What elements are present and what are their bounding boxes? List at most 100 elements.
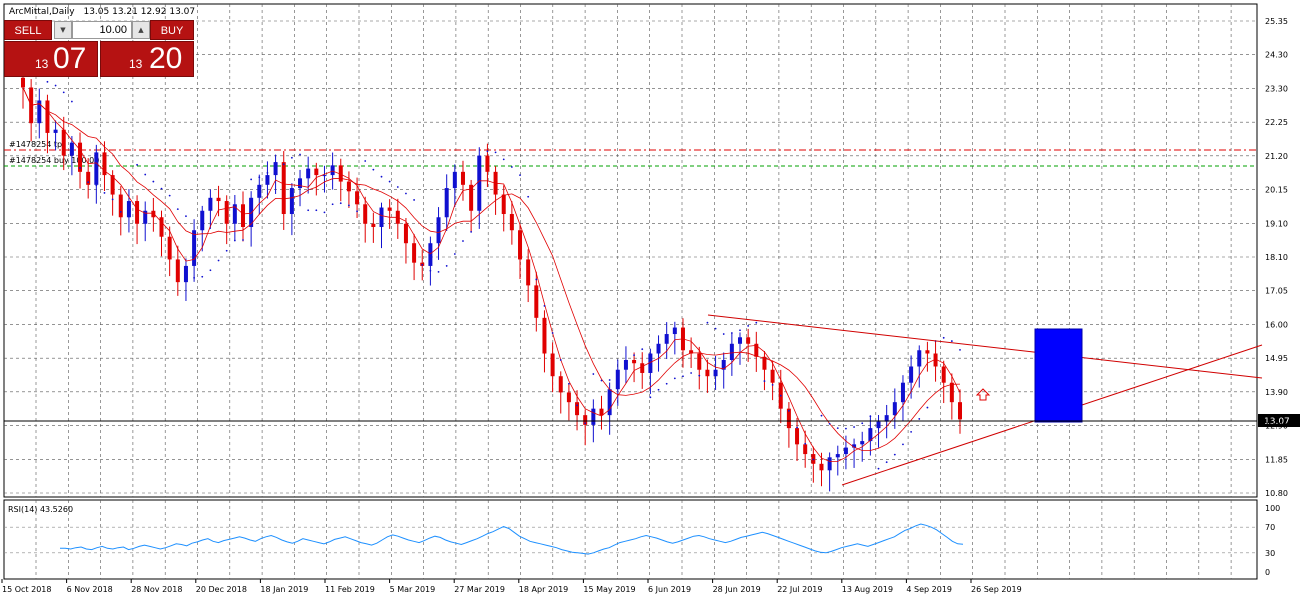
candle-body bbox=[583, 415, 588, 425]
candle-body bbox=[306, 168, 311, 179]
time-axis-label: 15 May 2019 bbox=[583, 585, 635, 594]
sar-dot bbox=[877, 467, 880, 470]
price-axis-label: 16.00 bbox=[1265, 320, 1288, 329]
sar-dot bbox=[233, 239, 236, 242]
sar-dot bbox=[193, 276, 196, 279]
sar-dot bbox=[641, 348, 644, 351]
sar-dot bbox=[559, 359, 562, 361]
candle-body bbox=[200, 210, 205, 231]
upper-trendline[interactable] bbox=[707, 314, 1263, 379]
sar-dot bbox=[690, 372, 693, 374]
rsi-axis-label: 0 bbox=[1265, 568, 1270, 577]
sar-dot bbox=[380, 175, 383, 178]
moving-average-line bbox=[22, 87, 961, 451]
buy-price-small: 13 bbox=[129, 57, 143, 71]
buy-button[interactable]: BUY bbox=[150, 20, 194, 40]
candle-body bbox=[501, 194, 506, 215]
sar-dot bbox=[510, 166, 513, 168]
time-axis-label: 26 Sep 2019 bbox=[971, 585, 1022, 594]
candle-body bbox=[183, 265, 188, 283]
time-axis-label: 27 Mar 2019 bbox=[454, 585, 505, 594]
candlestick-series bbox=[21, 72, 962, 492]
buy-price-box[interactable]: 13 20 bbox=[100, 41, 194, 77]
sar-dot bbox=[804, 442, 807, 445]
sar-dot bbox=[706, 321, 709, 324]
sar-dot bbox=[282, 163, 285, 166]
rsi-axis-label: 100 bbox=[1265, 504, 1280, 513]
sar-dot bbox=[608, 379, 611, 381]
rsi-label: RSI(14) 43.5260 bbox=[8, 505, 73, 514]
sar-dot bbox=[861, 422, 864, 425]
price-axis-label: 23.30 bbox=[1265, 84, 1288, 93]
candle-body bbox=[477, 155, 482, 211]
candle-body bbox=[151, 210, 156, 218]
sar-dot bbox=[796, 426, 798, 429]
sar-dot bbox=[388, 180, 391, 183]
current-price-value: 13.07 bbox=[1264, 417, 1290, 427]
candle-body bbox=[746, 337, 751, 344]
sar-dot bbox=[576, 404, 578, 407]
candle-body bbox=[941, 366, 946, 383]
candle-body bbox=[61, 129, 66, 156]
sell-button[interactable]: SELL bbox=[4, 20, 52, 40]
candle-body bbox=[509, 214, 514, 231]
buy-arrow-icon bbox=[975, 388, 991, 401]
sar-dot bbox=[486, 150, 489, 153]
sar-dot bbox=[787, 409, 790, 412]
sar-dot bbox=[299, 153, 301, 156]
sar-dot bbox=[339, 202, 342, 205]
candle-body bbox=[632, 359, 637, 364]
candle-body bbox=[289, 188, 294, 215]
time-axis-label: 6 Nov 2018 bbox=[67, 585, 113, 594]
time-axis-label: 28 Nov 2018 bbox=[131, 585, 182, 594]
candle-body bbox=[762, 356, 767, 370]
lot-decrease-button[interactable]: ▼ bbox=[54, 21, 72, 39]
lot-size-field[interactable]: 10.00 bbox=[72, 21, 132, 39]
sar-dot bbox=[250, 178, 253, 181]
sar-dot bbox=[87, 181, 90, 184]
sar-dot bbox=[836, 427, 839, 430]
candle-body bbox=[330, 165, 335, 176]
candle-body bbox=[518, 230, 523, 260]
candle-body bbox=[403, 223, 408, 244]
sar-dot bbox=[136, 163, 138, 166]
sar-dot bbox=[763, 380, 766, 382]
sar-dot bbox=[739, 329, 741, 332]
price-axis-label: 14.95 bbox=[1265, 354, 1288, 363]
candle-body bbox=[379, 207, 384, 227]
candle-body bbox=[126, 201, 131, 218]
candle-body bbox=[697, 353, 702, 370]
sar-dot bbox=[494, 151, 497, 154]
price-axis-label: 17.05 bbox=[1265, 287, 1288, 296]
time-axis-label: 15 Oct 2018 bbox=[2, 585, 51, 594]
candle-body bbox=[860, 441, 865, 445]
rsi-axis-label: 30 bbox=[1265, 549, 1275, 558]
candle-body bbox=[900, 382, 905, 403]
price-axis-label: 24.30 bbox=[1265, 51, 1288, 60]
candle-body bbox=[803, 444, 808, 455]
entry-line-label: #1478254 buy 100.00 bbox=[9, 156, 99, 165]
sar-dot bbox=[812, 458, 815, 461]
candle-body bbox=[770, 369, 775, 383]
price-axis-label: 21.20 bbox=[1265, 152, 1288, 161]
lot-increase-button[interactable]: ▲ bbox=[132, 21, 150, 39]
highlight-rectangle[interactable] bbox=[1034, 328, 1083, 423]
candle-body bbox=[925, 350, 930, 354]
candle-body bbox=[656, 343, 661, 354]
sar-dot bbox=[584, 422, 587, 425]
sell-price-box[interactable]: 13 07 bbox=[4, 41, 98, 77]
sar-dot bbox=[942, 336, 945, 339]
time-axis: 15 Oct 2018 6 Nov 2018 28 Nov 2018 20 Dec 2… bbox=[1, 579, 1022, 594]
candle-body bbox=[69, 142, 74, 156]
rsi-axis: 100 70 30 0 bbox=[4, 504, 1280, 577]
candle-body bbox=[86, 171, 91, 185]
candle-body bbox=[21, 77, 25, 88]
sar-dot bbox=[722, 333, 725, 335]
time-axis-label: 18 Jan 2019 bbox=[260, 585, 308, 594]
candle-body bbox=[45, 100, 50, 133]
candle-body bbox=[346, 181, 351, 192]
sar-dot bbox=[258, 176, 261, 179]
sar-dot bbox=[111, 198, 114, 201]
